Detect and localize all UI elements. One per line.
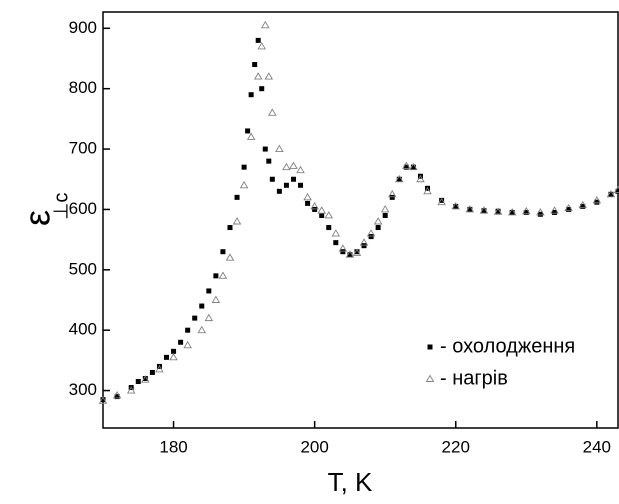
data-point (284, 183, 289, 188)
data-point (312, 207, 317, 212)
data-point (220, 249, 225, 254)
data-point (266, 159, 271, 164)
data-point (234, 218, 241, 224)
data-point (164, 355, 169, 360)
data-point (178, 340, 183, 345)
legend-marker (428, 345, 433, 350)
data-point (150, 370, 155, 375)
data-point (269, 109, 276, 115)
y-tick-label: 400 (69, 320, 97, 339)
data-point (291, 177, 296, 182)
data-point (375, 218, 382, 224)
y-tick-label: 800 (69, 78, 97, 97)
data-point (297, 167, 304, 173)
data-point (325, 212, 332, 218)
data-point (305, 201, 310, 206)
x-tick-label: 220 (442, 437, 470, 456)
x-tick-label: 200 (300, 437, 328, 456)
data-point (184, 342, 191, 348)
data-point (319, 213, 324, 218)
data-point (242, 165, 247, 170)
data-point (255, 73, 262, 79)
y-tick-label: 500 (69, 259, 97, 278)
data-point (262, 22, 269, 28)
data-point (362, 243, 367, 248)
data-point (136, 379, 141, 384)
data-point (333, 240, 338, 245)
data-point (241, 182, 248, 188)
data-point (219, 272, 226, 278)
data-point (192, 316, 197, 321)
data-point (265, 73, 272, 79)
data-point (270, 177, 275, 182)
data-point (235, 195, 240, 200)
data-point (170, 354, 177, 360)
data-point (369, 234, 374, 239)
data-point (318, 207, 325, 213)
data-point (245, 128, 250, 133)
data-point (298, 183, 303, 188)
data-point (199, 304, 204, 309)
data-point (226, 254, 233, 260)
legend-label: - охолодження (440, 335, 575, 357)
data-point (256, 38, 261, 43)
data-point (259, 86, 264, 91)
data-point (205, 315, 212, 321)
data-point (326, 225, 331, 230)
y-axis-label-group: ε ⊥c (17, 193, 73, 226)
y-tick-label: 300 (69, 380, 97, 399)
data-point (340, 249, 345, 254)
x-axis-label: T, K (328, 467, 373, 497)
data-point (258, 43, 265, 49)
data-point (277, 189, 282, 194)
data-point (252, 62, 257, 67)
data-point (248, 133, 255, 139)
legend-label: - нагрів (440, 367, 508, 389)
data-point (213, 273, 218, 278)
data-point (290, 162, 297, 168)
x-tick-label: 240 (583, 437, 611, 456)
data-point (304, 194, 311, 200)
y-tick-label: 600 (69, 199, 97, 218)
data-point (383, 213, 388, 218)
y-tick-label: 700 (69, 139, 97, 158)
data-point (332, 230, 339, 236)
data-point (390, 195, 395, 200)
plot-frame (103, 12, 618, 428)
legend-marker (427, 376, 434, 382)
data-point (206, 288, 211, 293)
data-point (249, 92, 254, 97)
data-point (198, 327, 205, 333)
x-tick-label: 180 (159, 437, 187, 456)
data-point (283, 164, 290, 170)
data-point (376, 225, 381, 230)
data-point (276, 146, 283, 152)
data-point (227, 225, 232, 230)
data-point (263, 147, 268, 152)
y-tick-label: 900 (69, 18, 97, 37)
data-point (382, 206, 389, 212)
data-point (212, 297, 219, 303)
data-point (185, 328, 190, 333)
